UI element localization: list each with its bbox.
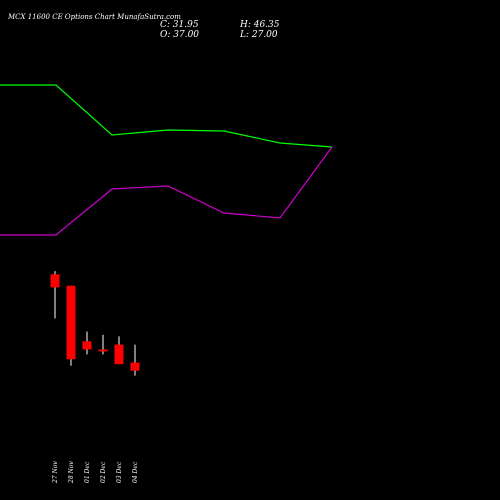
close-value: C: 31.95: [160, 20, 199, 30]
date-label: 01 Dec: [84, 461, 91, 483]
upper-line-series: [0, 84, 333, 148]
date-labels: 27 Nov 28 Nov 01 Dec 02 Dec 03 Dec 04 Dec: [52, 461, 139, 484]
indicator-lines: [0, 84, 333, 236]
date-label: 02 Dec: [100, 461, 107, 483]
date-label: 04 Dec: [132, 461, 139, 483]
date-label: 03 Dec: [116, 461, 123, 483]
candle-body: [66, 285, 76, 360]
low-value: L: 27.00: [239, 30, 278, 40]
open-value: O: 37.00: [160, 30, 199, 40]
date-label: 27 Nov: [52, 461, 59, 484]
date-label: 28 Nov: [68, 461, 75, 484]
candle-body: [114, 344, 124, 365]
candle-body: [98, 349, 108, 352]
high-value: H: 46.35: [239, 20, 280, 30]
chart-title: MCX 11600 CE Options Chart MunafaSutra.c…: [7, 13, 181, 21]
candle-body: [82, 341, 92, 350]
candle-body: [50, 274, 60, 288]
candle-body: [130, 362, 140, 371]
lower-line-series: [0, 146, 333, 236]
candlesticks: [50, 271, 140, 376]
